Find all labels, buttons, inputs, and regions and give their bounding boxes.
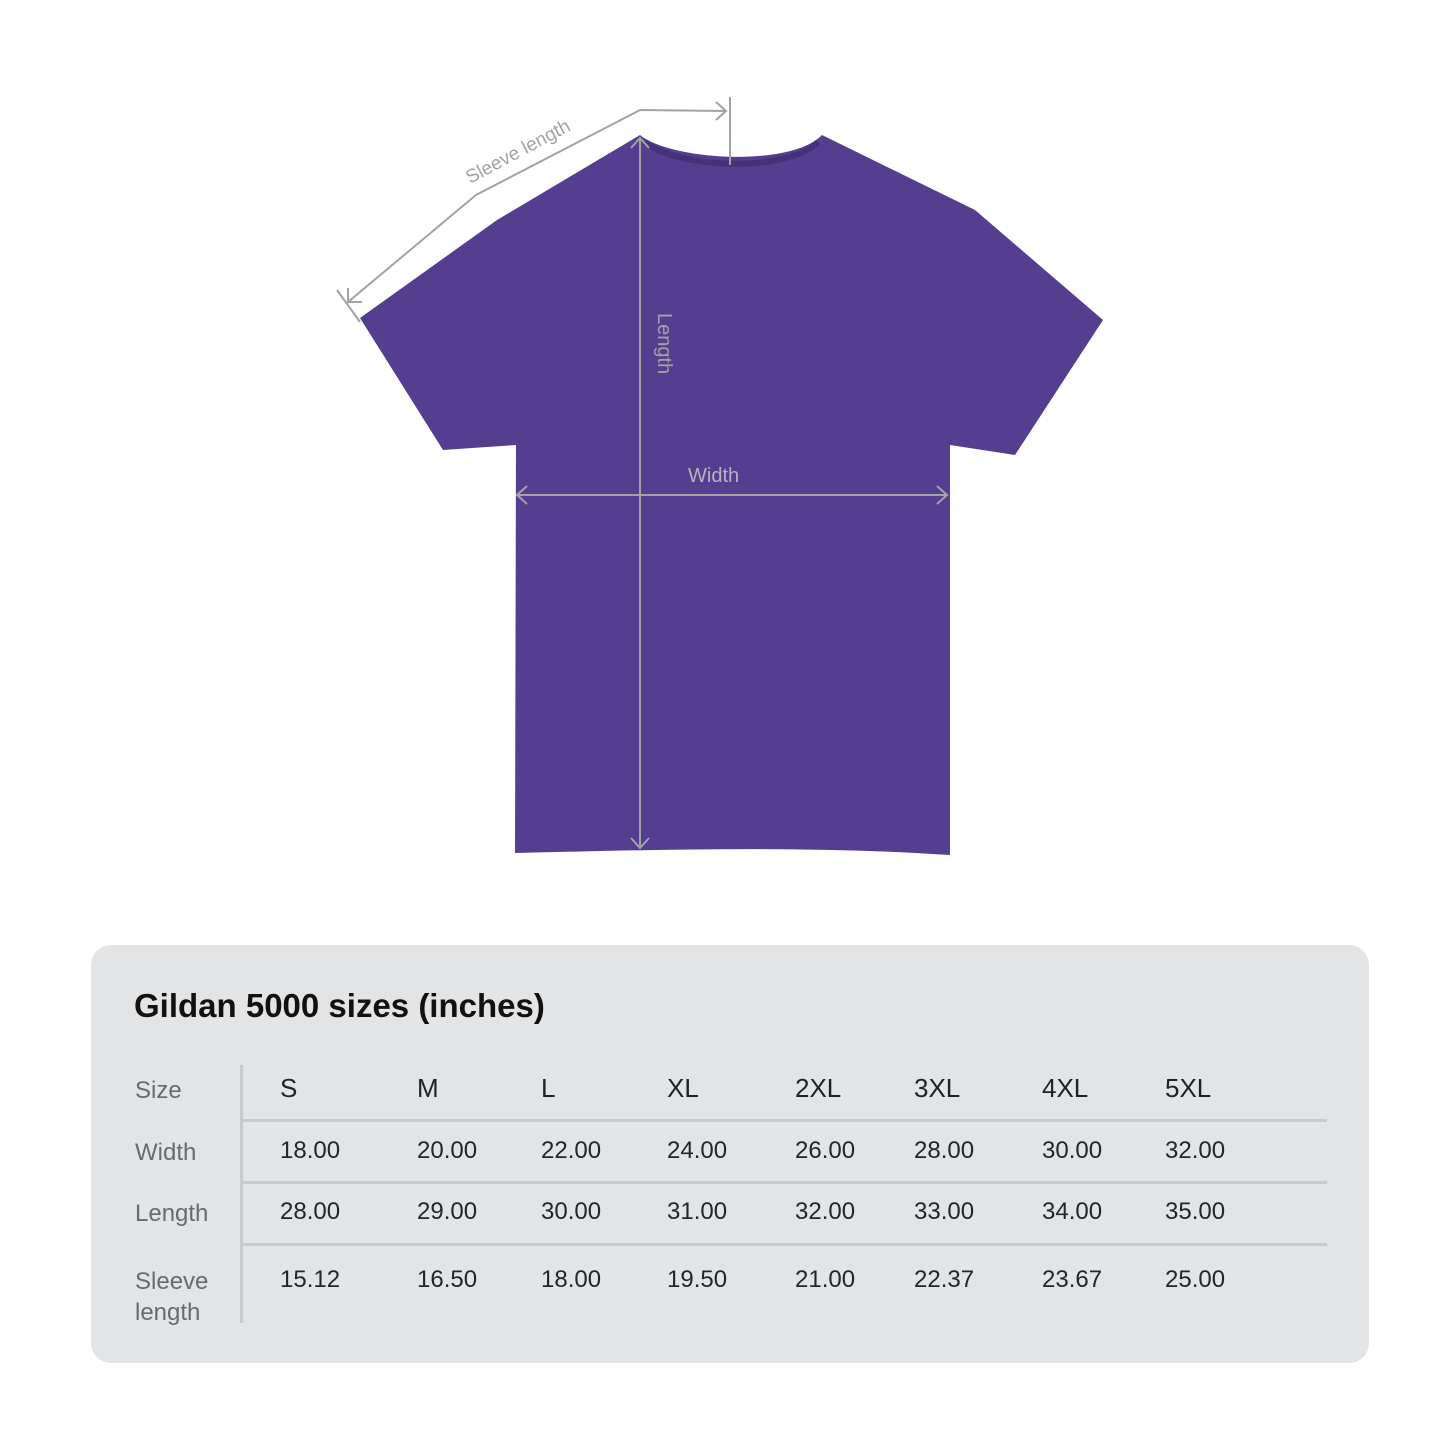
table-cell: 29.00	[417, 1198, 478, 1225]
table-cell: 32.00	[1165, 1137, 1226, 1164]
table-cell: 28.00	[280, 1198, 341, 1225]
table-cell: 26.00	[795, 1137, 856, 1164]
width-label: Width	[688, 465, 739, 487]
table-cell: 20.00	[417, 1137, 478, 1164]
table-cell: 22.00	[541, 1137, 602, 1164]
row-label-line: length	[135, 1299, 201, 1326]
table-title: Gildan 5000 sizes (inches)	[134, 987, 545, 1024]
size-header-5xl: 5XL	[1165, 1073, 1212, 1103]
table-cell: 24.00	[667, 1137, 728, 1164]
table-cell: 22.37	[914, 1266, 975, 1293]
table-cell: 33.00	[914, 1198, 975, 1225]
table-cell: 19.50	[667, 1266, 728, 1293]
size-header-3xl: 3XL	[914, 1073, 961, 1103]
length-label: Length	[653, 313, 675, 374]
table-cell: 23.67	[1042, 1266, 1103, 1293]
size-header-s: S	[280, 1073, 298, 1103]
table-cell: 15.12	[280, 1266, 341, 1293]
table-cell: 34.00	[1042, 1198, 1103, 1225]
table-cell: 18.00	[280, 1137, 341, 1164]
table-cell: 32.00	[795, 1198, 856, 1225]
column-divider	[240, 1065, 243, 1323]
table-cell: 18.00	[541, 1266, 602, 1293]
measurement-lines	[336, 97, 949, 850]
tshirt-measurement-diagram: Sleeve length Length Width	[336, 97, 1103, 855]
row-divider	[242, 1181, 1327, 1184]
table-cell: 25.00	[1165, 1266, 1226, 1293]
table-cell: 30.00	[1042, 1137, 1103, 1164]
row-divider	[242, 1119, 1327, 1122]
sleeve-measure-line	[347, 108, 727, 303]
table-cell: 35.00	[1165, 1198, 1226, 1225]
size-table-panel: Gildan 5000 sizes (inches) Size Width Le…	[91, 945, 1369, 1363]
size-header-4xl: 4XL	[1042, 1073, 1089, 1103]
row-divider	[242, 1243, 1327, 1246]
size-header-m: M	[417, 1073, 439, 1103]
row-label-sleeve: Sleeve length	[135, 1266, 208, 1328]
table-cell: 28.00	[914, 1137, 975, 1164]
row-label-width: Width	[135, 1139, 197, 1166]
header-label: Size	[135, 1077, 182, 1104]
collar-shadow	[643, 139, 821, 167]
table-cell: 31.00	[667, 1198, 728, 1225]
row-label-length: Length	[135, 1200, 209, 1227]
table-cell: 30.00	[541, 1198, 602, 1225]
size-header-xl: XL	[667, 1073, 699, 1103]
row-label-line: Sleeve	[135, 1268, 209, 1295]
size-header-l: L	[541, 1073, 556, 1103]
table-cell: 16.50	[417, 1266, 478, 1293]
size-header-2xl: 2XL	[795, 1073, 842, 1103]
table-cell: 21.00	[795, 1266, 856, 1293]
